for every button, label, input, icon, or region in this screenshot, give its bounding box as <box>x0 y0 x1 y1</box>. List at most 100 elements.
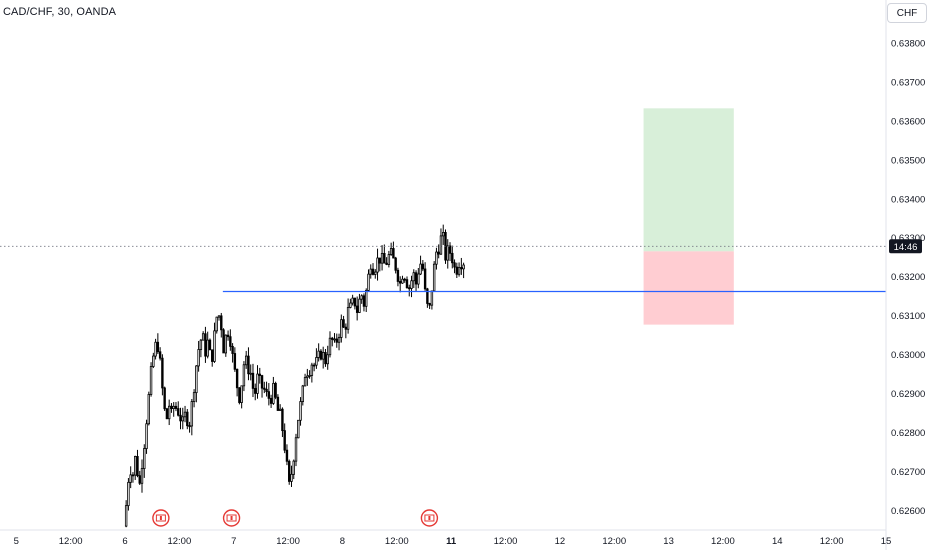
candle <box>131 474 135 477</box>
candle <box>346 307 350 330</box>
last-price-label: 14:46 <box>894 242 918 253</box>
candle <box>170 405 173 409</box>
time-tick-label: 15 <box>881 536 892 547</box>
candle <box>233 353 237 370</box>
candle <box>213 330 216 362</box>
candle <box>206 339 209 357</box>
candle <box>272 382 275 404</box>
stop-zone <box>643 251 734 325</box>
candle <box>437 251 440 255</box>
time-tick-label: 12:00 <box>820 536 844 547</box>
candle <box>199 339 203 350</box>
candle <box>403 278 406 281</box>
candle <box>426 288 429 304</box>
candle <box>195 365 198 394</box>
position-tool[interactable] <box>643 108 734 325</box>
chart-lines <box>0 245 886 293</box>
candle <box>288 460 291 482</box>
candle <box>190 401 194 427</box>
price-tick-label: 0.63500 <box>891 155 925 166</box>
time-tick-label: 12:00 <box>59 536 83 547</box>
candle <box>222 329 225 354</box>
candle <box>290 473 293 482</box>
candle <box>378 257 382 264</box>
candle <box>226 334 230 338</box>
symbol-title: CAD/CHF, 30, OANDA <box>3 6 117 18</box>
candle <box>410 280 413 289</box>
candle <box>204 333 207 357</box>
candle <box>161 357 164 389</box>
candle <box>181 416 184 422</box>
candle <box>186 411 189 427</box>
time-tick-label: 12:00 <box>167 536 191 547</box>
candle <box>439 235 443 255</box>
candle <box>317 350 320 358</box>
candle <box>442 232 445 237</box>
candle <box>124 505 128 527</box>
price-tick-label: 0.63400 <box>891 194 925 205</box>
candle <box>256 373 259 394</box>
time-axis[interactable]: 5 12:00 6 12:00 7 12:00 8 12:00 11 12:00 12 12:00 13… <box>0 529 892 547</box>
candle <box>396 269 400 282</box>
candle <box>389 248 393 255</box>
candle <box>156 341 160 353</box>
candle <box>235 368 239 389</box>
currency-button[interactable]: CHF <box>887 3 927 23</box>
price-tick-label: 0.63600 <box>891 116 925 127</box>
candle <box>229 336 232 347</box>
candle <box>328 337 332 356</box>
candle <box>299 401 302 421</box>
candle <box>430 290 434 306</box>
candle <box>387 254 391 265</box>
price-tick-label: 0.63700 <box>891 77 925 88</box>
candle <box>351 297 354 304</box>
candle <box>224 334 228 354</box>
candle <box>306 375 309 378</box>
candle <box>242 364 246 387</box>
candle <box>423 268 427 290</box>
candle <box>165 408 169 420</box>
candle <box>188 425 191 428</box>
candle <box>154 341 157 357</box>
candle <box>374 271 377 275</box>
candle <box>152 355 155 367</box>
candle <box>321 352 325 360</box>
target-zone <box>643 108 734 252</box>
price-tick-label: 0.63300 <box>891 233 925 244</box>
candle <box>353 297 357 307</box>
time-tick-label: 12:00 <box>385 536 409 547</box>
candle <box>324 352 327 365</box>
price-axis[interactable]: 0.63800 0.63700 0.63600 0.63500 0.63400 0.633… <box>885 0 925 550</box>
candle <box>367 273 370 291</box>
time-tick-label: 7 <box>231 536 236 547</box>
candle <box>140 468 144 484</box>
candle <box>147 393 150 425</box>
candle <box>192 392 196 402</box>
candle <box>283 430 286 451</box>
price-tick-label: 0.63800 <box>891 38 925 49</box>
candle <box>217 315 221 318</box>
candle <box>335 338 338 343</box>
candle <box>281 408 284 432</box>
candle <box>211 349 214 362</box>
candle <box>462 264 465 270</box>
candle <box>315 357 318 366</box>
candle <box>417 273 420 285</box>
candle <box>326 354 329 365</box>
candle <box>401 278 404 284</box>
event-markers <box>152 509 439 527</box>
candle <box>432 263 436 292</box>
candle <box>349 302 352 308</box>
candle <box>455 266 459 275</box>
candle <box>276 396 280 411</box>
price-tick-label: 0.62600 <box>891 506 925 517</box>
candle <box>435 251 438 265</box>
candle <box>138 475 141 484</box>
candle <box>385 262 388 265</box>
candle <box>201 333 205 341</box>
candle <box>158 351 162 359</box>
candle <box>267 391 271 399</box>
price-tick-label: 0.63000 <box>891 350 925 361</box>
